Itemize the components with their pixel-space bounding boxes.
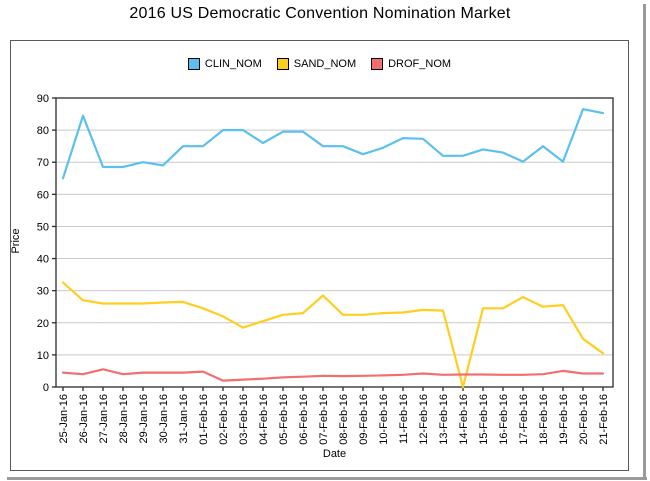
x-tick-label: 03-Feb-16 [238, 394, 250, 445]
x-tick-label: 11-Feb-16 [398, 394, 410, 444]
legend-label: DROF_NOM [388, 58, 452, 70]
x-tick-label: 17-Feb-16 [518, 394, 530, 445]
x-tick-label: 13-Feb-16 [438, 394, 450, 445]
x-tick-label: 25-Jan-16 [58, 394, 70, 444]
legend: CLIN_NOM SAND_NOM DROF_NOM [11, 58, 628, 70]
plot-border [55, 97, 614, 388]
image-shadow-right [643, 4, 646, 480]
x-tick-label: 29-Jan-16 [138, 394, 150, 444]
x-tick-label: 20-Feb-16 [578, 394, 590, 445]
x-tick-label: 05-Feb-16 [278, 394, 290, 445]
chart-title: 2016 US Democratic Convention Nomination… [129, 5, 511, 22]
legend-label: SAND_NOM [293, 58, 357, 70]
legend-item-SAND_NOM: SAND_NOM [276, 58, 357, 70]
legend-swatch-icon [371, 58, 384, 70]
y-tick-label: 40 [37, 254, 49, 266]
y-tick-label: 60 [37, 189, 49, 201]
y-tick-label: 0 [43, 382, 49, 394]
x-tick-label: 31-Jan-16 [178, 394, 190, 444]
y-tick-label: 50 [37, 221, 49, 233]
y-tick-label: 80 [37, 125, 49, 137]
y-tick-label: 90 [37, 93, 49, 105]
x-tick-label: 21-Feb-16 [598, 394, 610, 445]
legend-label: CLIN_NOM [204, 58, 262, 70]
x-tick-label: 30-Jan-16 [158, 394, 170, 444]
x-tick-label: 09-Feb-16 [358, 394, 370, 445]
legend-item-CLIN_NOM: CLIN_NOM [187, 58, 262, 70]
legend-swatch-icon [187, 58, 200, 70]
x-tick-label: 01-Feb-16 [198, 394, 210, 445]
x-tick-label: 18-Feb-16 [538, 394, 550, 445]
x-tick-label: 14-Feb-16 [458, 394, 470, 445]
series-line-SAND_NOM [61, 281, 605, 389]
x-tick-label: 10-Feb-16 [378, 394, 390, 445]
x-tick-label: 04-Feb-16 [258, 394, 270, 445]
x-tick-label: 12-Feb-16 [418, 394, 430, 445]
y-tick-label: 20 [37, 318, 49, 330]
chart-frame: CLIN_NOM SAND_NOM DROF_NOM 0 10 20 30 40 50 60 70… [10, 40, 629, 471]
plot-area: 0 10 20 30 40 50 60 70 80 90 25-Jan-16 26-Jan-16 27-… [37, 93, 614, 445]
x-tick-label: 15-Feb-16 [478, 394, 490, 445]
x-tick-label: 27-Jan-16 [98, 394, 110, 444]
x-tick-label: 08-Feb-16 [338, 394, 350, 445]
series-line-DROF_NOM [61, 368, 605, 382]
x-tick-label: 26-Jan-16 [78, 394, 90, 444]
image-shadow-bottom [7, 477, 647, 480]
x-tick-label: 16-Feb-16 [498, 394, 510, 445]
x-tick-label: 07-Feb-16 [318, 394, 330, 445]
legend-swatch-icon [276, 58, 289, 70]
x-axis-title: Date [322, 448, 347, 460]
x-tick-label: 02-Feb-16 [218, 394, 230, 445]
legend-item-DROF_NOM: DROF_NOM [371, 58, 451, 70]
x-tick-label: 19-Feb-16 [558, 394, 570, 445]
x-tick-label: 28-Jan-16 [118, 394, 130, 444]
x-tick-label: 06-Feb-16 [298, 394, 310, 445]
y-tick-label: 30 [37, 286, 49, 298]
y-tick-label: 70 [37, 157, 49, 169]
y-tick-label: 10 [37, 350, 49, 362]
y-axis-title: Price [10, 228, 22, 254]
series-line-CLIN_NOM [61, 108, 605, 180]
